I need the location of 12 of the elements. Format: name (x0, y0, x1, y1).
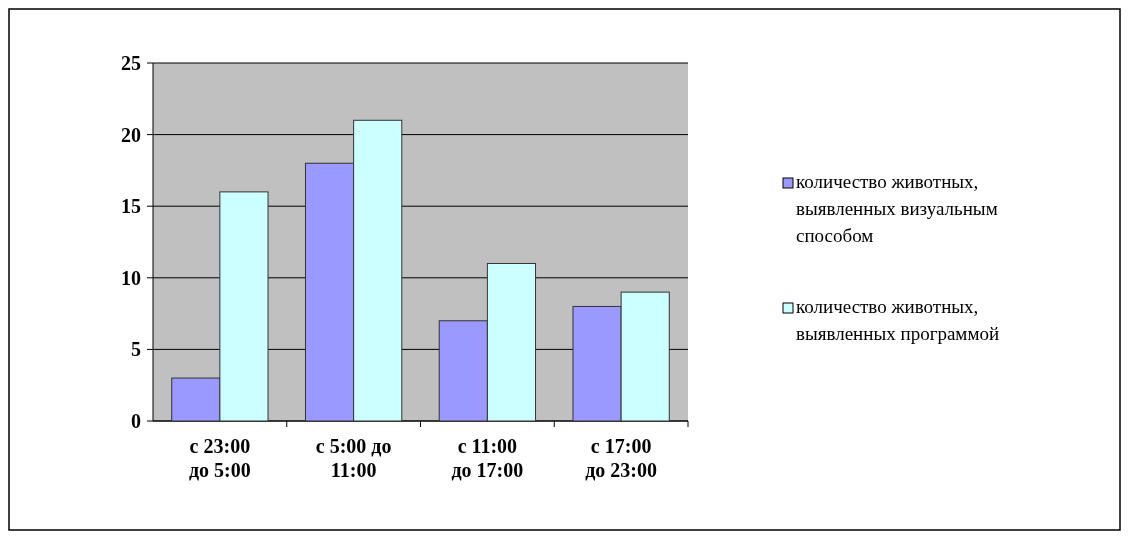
y-tick-label: 10 (121, 266, 141, 289)
x-tick-label: с 11:00 до 17:00 (451, 435, 524, 481)
x-tick-label: с 23:00 до 5:00 (188, 435, 251, 481)
x-tick-label: с 5:00 до 11:00 (315, 435, 392, 481)
y-tick-label: 25 (121, 52, 141, 74)
y-tick-label: 20 (121, 123, 141, 146)
legend-label: количество животных, выявленных визуальным способом (796, 171, 998, 246)
y-tick-label: 15 (121, 195, 141, 218)
legend-label: количество животных, выявленных программой (796, 296, 1000, 344)
x-tick-label: с 17:00 до 23:00 (585, 435, 658, 481)
y-tick-label: 5 (131, 338, 141, 361)
y-tick-label: 0 (131, 410, 141, 432)
